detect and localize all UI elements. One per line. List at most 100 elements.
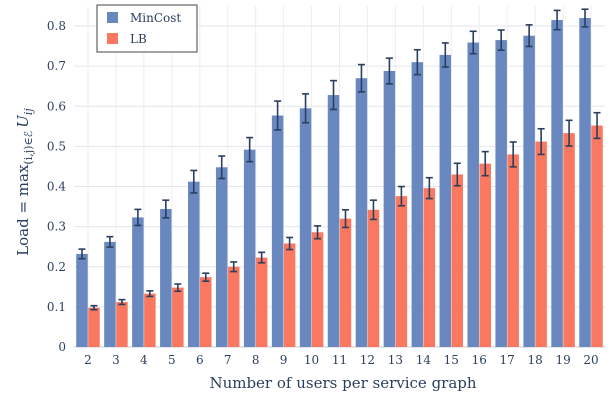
- bar-lb: [507, 154, 519, 347]
- error-bar-lb: [453, 162, 461, 187]
- bar-mincost: [132, 217, 144, 347]
- bar-lb: [172, 287, 184, 347]
- error-bar-mincost: [385, 57, 393, 85]
- x-axis-title: Number of users per service graph: [209, 374, 476, 392]
- error-bar-mincost: [274, 100, 282, 131]
- bar-mincost: [271, 115, 284, 347]
- error-bar-lb: [481, 150, 489, 177]
- error-bar-lb: [286, 236, 294, 251]
- x-tick-label: 20: [583, 353, 598, 367]
- error-bar-lb: [509, 141, 517, 168]
- legend-label-lb: LB: [130, 32, 147, 46]
- bar-lb: [423, 188, 436, 347]
- error-bar-mincost: [302, 93, 310, 124]
- bar-lb: [88, 307, 100, 347]
- bar-lb: [227, 266, 240, 347]
- bar-lb: [339, 218, 352, 347]
- x-tick-label: 17: [500, 353, 515, 367]
- y-tick-label: 0.3: [47, 220, 66, 234]
- x-tick-label: 15: [444, 353, 459, 367]
- legend-label-mincost: MinCost: [130, 11, 181, 25]
- bar-mincost: [495, 40, 507, 347]
- bar-mincost: [579, 18, 591, 348]
- error-bar-mincost: [469, 30, 477, 55]
- error-bars-layer: [78, 8, 601, 311]
- bar-lb: [479, 163, 491, 347]
- x-tick-labels: 2 3 4 5 6 7 8 9 10 11 12 13 14 15 16 17 18 19 20: [84, 353, 599, 367]
- error-bar-lb: [425, 176, 433, 200]
- y-tick-label: 0: [58, 340, 66, 354]
- x-tick-label: 18: [527, 353, 542, 367]
- y-axis-title-subscript: (i,j)∈ℰ: [22, 130, 35, 164]
- bar-mincost: [411, 62, 424, 348]
- bar-lb: [144, 293, 156, 347]
- error-bar-mincost: [78, 248, 86, 260]
- x-tick-label: 7: [224, 353, 232, 367]
- bar-lb: [395, 196, 408, 347]
- x-tick-label: 4: [140, 353, 148, 367]
- bar-lb: [116, 302, 128, 347]
- error-bar-lb: [90, 304, 98, 311]
- error-bar-mincost: [525, 24, 533, 48]
- x-tick-label: 6: [196, 353, 204, 367]
- bar-mincost: [243, 149, 256, 347]
- error-bar-lb: [230, 261, 238, 273]
- x-tick-label: 8: [252, 353, 260, 367]
- error-bar-mincost: [190, 169, 198, 194]
- y-tick-label: 0.1: [47, 300, 66, 314]
- bar-mincost: [327, 95, 340, 347]
- bar-mincost: [76, 253, 88, 347]
- y-tick-label: 0.6: [47, 99, 66, 113]
- bar-mincost: [299, 108, 312, 347]
- bar-mincost: [551, 20, 563, 348]
- error-bar-mincost: [441, 42, 449, 68]
- x-tick-label: 9: [280, 353, 288, 367]
- bar-mincost: [439, 54, 452, 347]
- error-bar-lb: [202, 272, 210, 283]
- y-tick-label: 0.8: [47, 19, 66, 33]
- error-bar-lb: [593, 111, 601, 140]
- error-bar-mincost: [357, 63, 365, 93]
- bar-mincost: [104, 241, 116, 347]
- error-bar-lb: [146, 290, 154, 298]
- bar-mincost: [523, 35, 535, 347]
- bar-lb: [311, 232, 324, 347]
- y-tick-label: 0.4: [47, 180, 66, 194]
- x-tick-label: 11: [332, 353, 347, 367]
- error-bar-lb: [258, 251, 266, 264]
- y-axis-title-variable-subscript: ij: [22, 108, 35, 116]
- error-bar-lb: [118, 298, 126, 306]
- bar-lb: [367, 209, 380, 347]
- error-bar-mincost: [218, 155, 226, 180]
- x-tick-label: 5: [168, 353, 176, 367]
- x-tick-label: 10: [304, 353, 319, 367]
- y-axis-title: Load = max(i,j)∈ℰ Uij: [14, 108, 35, 256]
- grid-layer: [74, 6, 605, 348]
- error-bar-lb: [397, 185, 405, 207]
- bar-mincost: [383, 70, 396, 347]
- error-bar-mincost: [553, 9, 561, 31]
- bar-mincost: [215, 167, 228, 347]
- bar-lb: [255, 257, 268, 347]
- bar-mincost: [160, 208, 172, 347]
- legend-swatch-mincost: [107, 12, 118, 23]
- error-bar-lb: [565, 119, 573, 147]
- error-bar-mincost: [162, 199, 170, 219]
- bar-lb: [451, 174, 464, 347]
- error-bar-lb: [314, 225, 322, 240]
- x-tick-label: 16: [472, 353, 487, 367]
- error-bar-lb: [537, 127, 545, 156]
- error-bar-mincost: [106, 235, 114, 248]
- error-bar-mincost: [246, 136, 254, 163]
- y-tick-labels: 0 0.1 0.2 0.3 0.4 0.5 0.6 0.7 0.8: [47, 19, 66, 354]
- x-tick-label: 12: [360, 353, 375, 367]
- error-bar-mincost: [330, 79, 337, 111]
- y-tick-label: 0.5: [47, 139, 66, 153]
- x-tick-label: 2: [84, 353, 92, 367]
- error-bar-lb: [369, 199, 377, 221]
- x-tick-label: 13: [388, 353, 403, 367]
- y-tick-label: 0.7: [47, 59, 66, 73]
- bar-lb: [283, 243, 296, 347]
- bar-lb: [591, 125, 603, 347]
